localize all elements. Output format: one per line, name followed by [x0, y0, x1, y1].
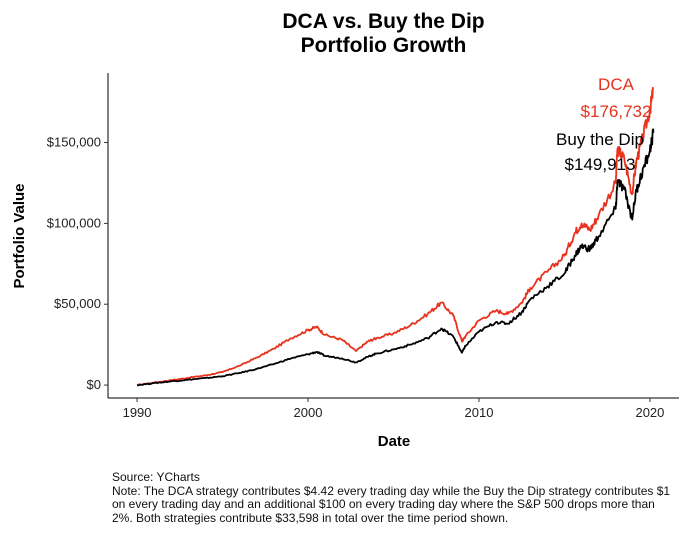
note-text: Note: The DCA strategy contributes $4.42… — [112, 483, 671, 525]
end-labels: DCA $176,732 Buy the Dip $149,913 — [556, 75, 651, 174]
end-label-name: Buy the Dip — [556, 130, 644, 149]
y-tick-label: $150,000 — [47, 135, 101, 150]
x-tick-label: 2010 — [465, 405, 494, 420]
axes: $0 $50,000 $100,000 $150,000 1990 2000 2010 202… — [47, 73, 679, 420]
chart-title-line1: DCA vs. Buy the Dip — [282, 10, 485, 33]
chart-caption: Source: YCharts Note: The DCA strategy c… — [112, 470, 672, 525]
y-tick-label: $50,000 — [54, 296, 101, 311]
y-tick-label: $0 — [87, 377, 101, 392]
end-label-value: $149,913 — [565, 155, 636, 174]
end-label-value: $176,732 — [581, 102, 652, 121]
series-lines — [136, 86, 655, 387]
x-tick-label: 2020 — [635, 405, 664, 420]
source-text: Source: YCharts — [112, 470, 200, 484]
series-line-buy-the-dip — [136, 128, 655, 387]
chart-title-line2: Portfolio Growth — [300, 34, 467, 57]
end-label-name: DCA — [598, 75, 635, 94]
chart-svg: $0 $50,000 $100,000 $150,000 1990 2000 2010 202… — [11, 73, 679, 450]
x-axis-title: Date — [378, 433, 411, 450]
y-axis-title: Portfolio Value — [11, 183, 28, 288]
series-line-dca — [136, 86, 654, 386]
x-tick-label: 2000 — [294, 405, 323, 420]
x-tick-label: 1990 — [123, 405, 152, 420]
y-tick-label: $100,000 — [47, 215, 101, 230]
